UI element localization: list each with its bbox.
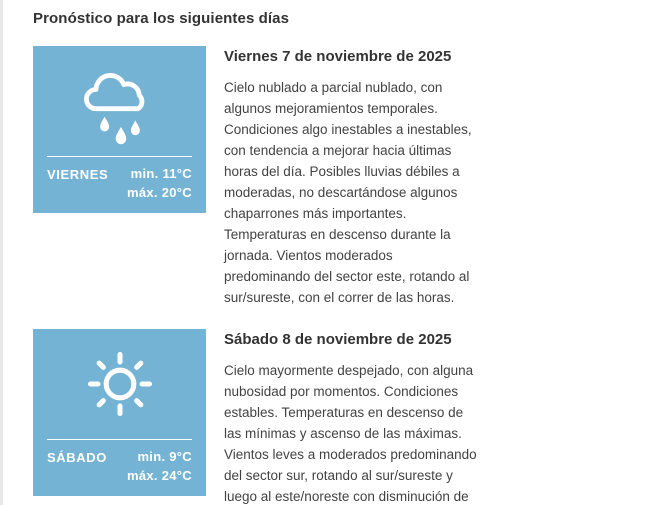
page-title: Pronóstico para los siguientes días bbox=[33, 10, 290, 27]
max-temp: máx. 24°C bbox=[127, 468, 192, 483]
day-label: SÁBADO bbox=[47, 450, 107, 465]
date-heading: Viernes 7 de noviembre de 2025 bbox=[224, 48, 452, 65]
forecast-description: Cielo mayormente despejado, con alguna n… bbox=[224, 363, 477, 504]
card-footer: SÁBADO min. 9°C máx. 24°C bbox=[33, 440, 206, 496]
forecast-text-viernes: Viernes 7 de noviembre de 2025 Cielo nub… bbox=[224, 46, 480, 308]
max-temp: máx. 20°C bbox=[127, 185, 192, 200]
forecast-row-sabado: SÁBADO min. 9°C máx. 24°C Sábado 8 de no… bbox=[33, 329, 656, 505]
forecast-text-sabado: Sábado 8 de noviembre de 2025 Cielo mayo… bbox=[224, 329, 480, 505]
sun-icon bbox=[33, 329, 206, 439]
min-temp: min. 9°C bbox=[137, 449, 192, 464]
temperature-block: min. 11°C máx. 20°C bbox=[127, 166, 192, 200]
day-label: VIERNES bbox=[47, 167, 109, 182]
temperature-block: min. 9°C máx. 24°C bbox=[127, 449, 192, 483]
forecast-description: Cielo nublado a parcial nublado, con alg… bbox=[224, 80, 472, 305]
viernes-weather-card: VIERNES min. 11°C máx. 20°C bbox=[33, 46, 206, 213]
sabado-weather-card: SÁBADO min. 9°C máx. 24°C bbox=[33, 329, 206, 496]
date-heading: Sábado 8 de noviembre de 2025 bbox=[224, 331, 452, 348]
forecast-row-viernes: VIERNES min. 11°C máx. 20°C Viernes 7 de… bbox=[33, 46, 656, 308]
card-divider bbox=[47, 439, 192, 440]
card-divider bbox=[47, 156, 192, 157]
min-temp: min. 11°C bbox=[130, 166, 192, 181]
card-footer: VIERNES min. 11°C máx. 20°C bbox=[33, 157, 206, 213]
page-left-edge bbox=[0, 0, 3, 505]
rain-cloud-icon bbox=[33, 46, 206, 156]
